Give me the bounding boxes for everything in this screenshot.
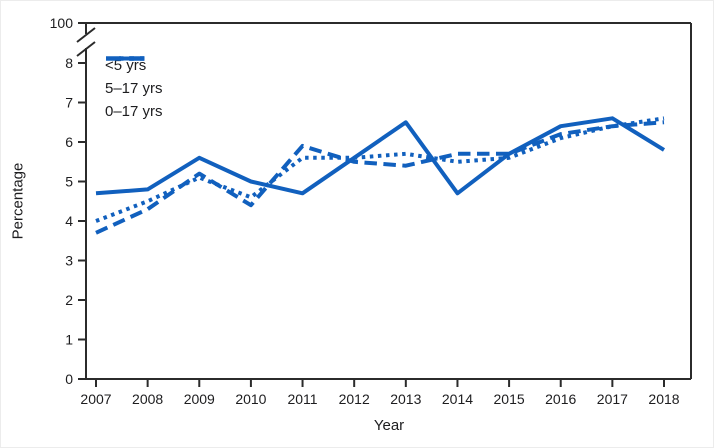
legend-swatch-dotted-line-icon	[119, 56, 145, 61]
axis-break-slash	[76, 27, 96, 43]
y-tick-label: 5	[65, 174, 73, 190]
legend-swatch-dashed-line-icon	[106, 56, 144, 61]
x-tick-label: 2008	[132, 391, 163, 407]
legend-label-under-5-yrs: <5 yrs	[105, 57, 147, 74]
x-tick-label: 2014	[442, 391, 473, 407]
legend-label-0-17-yrs: 0–17 yrs	[105, 103, 163, 120]
legend-label-5-17-yrs: 5–17 yrs	[105, 80, 163, 97]
x-tick-label: 2016	[545, 391, 576, 407]
y-tick-label: 7	[65, 95, 73, 111]
x-tick-label: 2013	[390, 391, 421, 407]
axis-break-slash	[76, 41, 96, 57]
y-tick-label: 8	[65, 55, 73, 71]
series-line-5-17-yrs-dashed	[95, 120, 665, 235]
x-tick-label: 2018	[648, 391, 679, 407]
legend-item-0-17-yrs: 0–17 yrs	[105, 56, 163, 123]
y-tick-label: 0	[65, 371, 73, 387]
x-tick-label: 2011	[287, 391, 317, 407]
x-tick-label: 2007	[80, 391, 111, 407]
x-tick-label: 2010	[235, 391, 266, 407]
legend: <5 yrs 5–17 yrs 0–17 yrs	[105, 54, 163, 123]
series-line-5-yrs-solid	[95, 116, 666, 196]
legend-item-5-17-yrs: 5–17 yrs	[105, 56, 163, 100]
y-axis-title: Percentage	[9, 162, 27, 240]
y-tick-label: 100	[50, 15, 74, 31]
x-tick-label: 2015	[494, 391, 525, 407]
y-tick-label: 3	[65, 253, 73, 269]
x-tick-label: 2009	[184, 391, 215, 407]
y-tick-label: 2	[65, 292, 73, 308]
x-axis-title: Year	[373, 417, 405, 434]
series-line-0-17-yrs-dotted	[95, 116, 665, 223]
x-tick-label: 2017	[597, 391, 628, 407]
y-tick-label: 4	[65, 213, 73, 229]
y-tick-label: 6	[65, 134, 73, 150]
x-tick-label: 2012	[339, 391, 370, 407]
y-tick-label: 1	[65, 332, 73, 348]
